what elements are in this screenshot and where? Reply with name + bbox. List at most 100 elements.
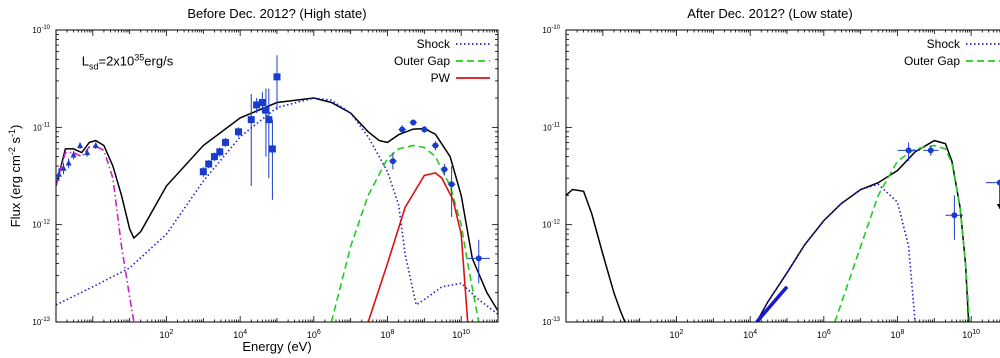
legend: Shock Outer Gap PW: [394, 37, 490, 85]
circle-marker: [905, 147, 912, 154]
square-marker: [205, 160, 213, 168]
x-tick-label: 104: [743, 329, 757, 340]
circle-marker: [951, 212, 958, 219]
legend-label: Shock: [417, 37, 451, 51]
data-point: [234, 127, 242, 137]
x-tick-label: 108: [381, 329, 395, 340]
y-tick-label: 10-12: [32, 220, 50, 230]
plot-frame: [565, 29, 1000, 323]
curve-layer: [56, 97, 498, 322]
circle-marker: [389, 158, 396, 165]
square-marker: [222, 138, 230, 146]
data-point: [56, 168, 62, 182]
square-marker: [268, 145, 276, 153]
triangle-marker: [60, 164, 67, 171]
legend-label: Shock: [927, 37, 961, 51]
data-point: [268, 119, 276, 200]
x-tick-label: 104: [233, 329, 247, 340]
spectral-index-segment: [755, 285, 789, 322]
x-tick-label: 102: [160, 329, 174, 340]
tick-label-layer: 102 104 106 108 1010 10-13 10-12 10-11 10-10: [542, 25, 980, 340]
pw-curve: [367, 172, 469, 322]
data-point-layer: [56, 55, 490, 284]
y-tick-label: 10-13: [32, 317, 50, 327]
data-point: [253, 98, 261, 114]
tick-label-layer: 102 104 106 108 1010 10-13 10-12 10-11 10-10: [32, 25, 470, 340]
data-point: [440, 164, 449, 176]
square-marker: [216, 148, 224, 156]
data-point: [258, 92, 266, 114]
circle-marker: [399, 126, 406, 133]
data-point: [222, 137, 230, 147]
triangle-marker: [77, 142, 84, 149]
data-point: [985, 179, 1000, 209]
plot-frame: [55, 29, 499, 323]
y-tick-label: 10-13: [542, 317, 560, 327]
data-point: [409, 119, 417, 126]
data-point: [265, 88, 273, 179]
legend: Shock Outer Gap: [904, 37, 1000, 68]
square-marker: [247, 116, 255, 124]
legend-label: PW: [431, 71, 451, 85]
x-tick-label: 106: [307, 329, 321, 340]
y-tick-label: 10-10: [32, 25, 50, 35]
square-marker: [262, 106, 270, 114]
y-tick-label: 10-11: [33, 122, 51, 132]
total-curve: [56, 97, 498, 312]
circle-marker: [996, 179, 1000, 186]
data-point: [65, 158, 72, 169]
shock-curve: [755, 183, 916, 322]
x-tick-label: 102: [670, 329, 684, 340]
data-point: [431, 141, 439, 151]
circle-marker: [421, 126, 428, 133]
outer-gap-curve: [834, 144, 971, 322]
data-point: [247, 94, 255, 186]
data-point: [923, 145, 939, 156]
triangle-marker: [65, 159, 72, 166]
y-axis-label: Flux (erg cm-2 s-1): [7, 125, 23, 228]
y-tick-label: 10-12: [542, 220, 560, 230]
x-tick-label: 1010: [962, 329, 980, 340]
data-point: [398, 125, 407, 135]
data-point: [467, 239, 490, 284]
circle-marker: [448, 181, 455, 188]
circle-marker: [441, 166, 448, 173]
circle-marker: [410, 119, 417, 126]
square-marker: [210, 153, 218, 161]
square-marker: [234, 128, 242, 136]
square-marker: [273, 73, 281, 81]
triangle-marker: [92, 142, 99, 149]
data-point: [273, 55, 281, 111]
circle-marker: [432, 142, 439, 149]
curve-layer: [566, 139, 971, 322]
x-tick-label: 108: [891, 329, 905, 340]
data-point: [84, 148, 91, 157]
data-point: [60, 163, 67, 175]
y-tick-label: 10-11: [543, 122, 561, 132]
x-tick-label: 1010: [452, 329, 470, 340]
data-point-layer: [897, 142, 1000, 240]
square-marker: [258, 98, 266, 106]
triangle-marker: [56, 170, 62, 177]
legend-label: Outer Gap: [394, 54, 450, 68]
data-point: [448, 166, 456, 217]
square-marker: [265, 116, 273, 124]
data-point: [420, 126, 429, 133]
circle-marker: [475, 255, 482, 262]
chart-panel-high-state: Before Dec. 2012? (High state) 102 104 106…: [7, 6, 499, 354]
shock-curve: [56, 97, 498, 315]
data-point: [210, 152, 218, 162]
data-point: [205, 160, 213, 169]
data-point: [77, 142, 84, 149]
data-point: [389, 152, 397, 170]
y-tick-label: 10-10: [542, 25, 560, 35]
outer-gap-curve: [330, 144, 480, 322]
legend-label: Outer Gap: [904, 54, 960, 68]
upper-limit-arrowhead: [996, 203, 1000, 209]
x-tick-label: 106: [817, 329, 831, 340]
data-point: [216, 147, 224, 157]
triangle-marker: [84, 149, 91, 156]
chart-title: After Dec. 2012? (Low state): [687, 6, 852, 21]
component-curve: [56, 145, 135, 322]
